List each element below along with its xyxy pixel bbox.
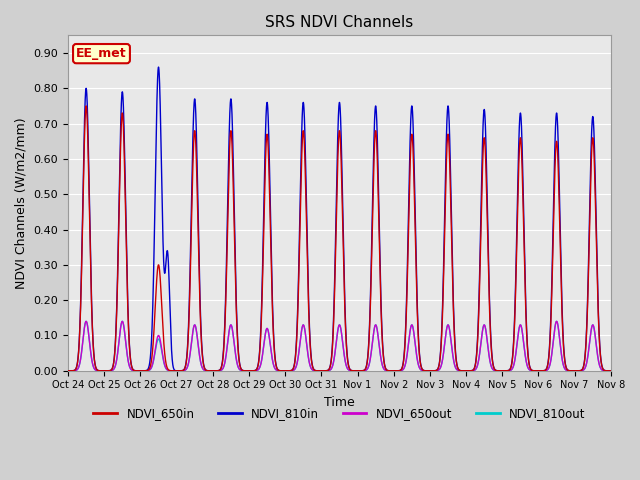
NDVI_650in (607, 368, 614, 373)
NDVI_650out (268, 349, 275, 355)
Line: NDVI_810out: NDVI_810out (68, 321, 611, 371)
NDVI_650in (492, 367, 499, 373)
NDVI_810out (607, 368, 614, 373)
NDVI_810in (155, 64, 163, 70)
NDVI_650in (180, 367, 188, 372)
X-axis label: Time: Time (324, 396, 355, 409)
NDVI_810in (415, 332, 422, 337)
NDVI_650out (605, 368, 613, 373)
NDVI_650out (415, 361, 422, 367)
NDVI_810in (175, 368, 182, 373)
Title: SRS NDVI Channels: SRS NDVI Channels (266, 15, 413, 30)
NDVI_650out (492, 368, 499, 373)
NDVI_810in (492, 367, 499, 373)
Y-axis label: NDVI Channels (W/m2/mm): NDVI Channels (W/m2/mm) (15, 117, 28, 289)
NDVI_650in (268, 266, 275, 272)
NDVI_650in (83, 103, 90, 109)
NDVI_810out (175, 368, 182, 373)
NDVI_810in (64, 368, 72, 373)
NDVI_650out (180, 368, 188, 373)
NDVI_650out (64, 368, 72, 373)
NDVI_810in (180, 366, 188, 372)
Text: EE_met: EE_met (76, 47, 127, 60)
NDVI_810out (492, 368, 499, 373)
Line: NDVI_810in: NDVI_810in (68, 67, 611, 371)
NDVI_810out (83, 318, 90, 324)
NDVI_810in (605, 368, 613, 373)
Legend: NDVI_650in, NDVI_810in, NDVI_650out, NDVI_810out: NDVI_650in, NDVI_810in, NDVI_650out, NDV… (89, 403, 590, 425)
NDVI_650out (83, 318, 90, 324)
Line: NDVI_650out: NDVI_650out (68, 321, 611, 371)
Line: NDVI_650in: NDVI_650in (68, 106, 611, 371)
NDVI_650out (607, 368, 614, 373)
NDVI_650out (175, 368, 182, 373)
NDVI_810out (180, 368, 188, 373)
NDVI_650in (64, 368, 72, 373)
NDVI_810out (605, 368, 613, 373)
NDVI_650in (605, 368, 613, 373)
NDVI_650in (415, 336, 422, 341)
NDVI_810in (607, 368, 614, 373)
NDVI_810out (268, 349, 275, 355)
NDVI_810out (64, 368, 72, 373)
NDVI_650in (175, 368, 182, 373)
NDVI_810in (268, 252, 275, 258)
NDVI_810out (415, 361, 422, 367)
